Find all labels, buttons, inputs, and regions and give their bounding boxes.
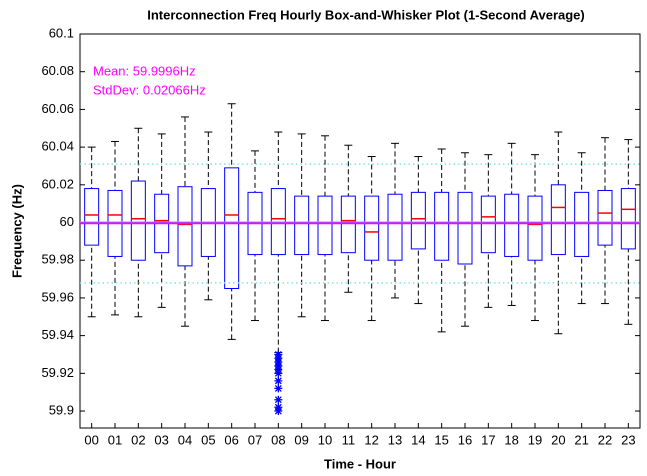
- y-tick-label: 60.04: [41, 139, 74, 154]
- x-tick-label: 15: [434, 432, 448, 447]
- box: [620, 188, 636, 250]
- y-tick-label: 60.06: [41, 101, 74, 116]
- annotation: StdDev: 0.02066Hz: [93, 82, 206, 97]
- x-tick-label: 16: [458, 432, 472, 447]
- x-axis-label: Time - Hour: [324, 456, 396, 471]
- box: [550, 184, 566, 256]
- box: [434, 191, 450, 261]
- box: [224, 167, 240, 289]
- x-tick-label: 09: [294, 432, 308, 447]
- x-tick-label: 00: [84, 432, 98, 447]
- box: [597, 189, 613, 246]
- box: [504, 193, 520, 257]
- x-tick-label: 03: [154, 432, 168, 447]
- plot-area: [79, 33, 641, 429]
- x-tick-label: 06: [224, 432, 238, 447]
- x-tick-label: 01: [108, 432, 122, 447]
- box: [527, 195, 543, 261]
- box: [410, 191, 426, 250]
- y-tick-label: 60.02: [41, 176, 74, 191]
- x-tick-label: 19: [528, 432, 542, 447]
- outlier: [274, 369, 283, 378]
- y-tick-label: 60.1: [49, 25, 74, 40]
- box: [317, 195, 333, 256]
- x-tick-label: 14: [411, 432, 425, 447]
- box: [294, 195, 310, 256]
- x-tick-label: 10: [318, 432, 332, 447]
- box: [364, 195, 380, 261]
- x-tick-label: 07: [248, 432, 262, 447]
- y-tick-label: 59.9: [49, 402, 74, 417]
- chart-title: Interconnection Freq Hourly Box-and-Whis…: [147, 7, 585, 22]
- x-tick-label: 17: [481, 432, 495, 447]
- x-tick-label: 02: [131, 432, 145, 447]
- outlier: [274, 384, 283, 393]
- outlier: [274, 407, 283, 416]
- x-tick-label: 11: [342, 432, 356, 447]
- outlier: [274, 376, 283, 385]
- outlier: [274, 395, 283, 404]
- y-axis-label: Frequency (Hz): [9, 184, 24, 278]
- box: [387, 193, 403, 261]
- box: [457, 191, 473, 265]
- x-tick-label: 20: [551, 432, 565, 447]
- box: [480, 195, 496, 254]
- y-tick-label: 59.94: [41, 327, 74, 342]
- x-tick-label: 21: [574, 432, 588, 447]
- box: [177, 186, 193, 267]
- y-tick-label: 60.08: [41, 63, 74, 78]
- annotation: Mean: 59.9996Hz: [93, 63, 196, 78]
- x-tick-label: 08: [271, 432, 285, 447]
- y-tick-label: 59.96: [41, 289, 74, 304]
- x-tick-label: 05: [201, 432, 215, 447]
- x-tick-label: 23: [621, 432, 635, 447]
- y-tick-label: 60: [60, 214, 74, 229]
- x-tick-label: 18: [504, 432, 518, 447]
- x-tick-label: 22: [598, 432, 612, 447]
- box: [574, 191, 590, 257]
- y-tick-label: 59.92: [41, 365, 74, 380]
- x-tick-label: 13: [388, 432, 402, 447]
- box: [130, 180, 146, 261]
- y-tick-label: 59.98: [41, 252, 74, 267]
- box: [84, 188, 100, 246]
- box: [340, 195, 356, 254]
- x-tick-label: 12: [364, 432, 378, 447]
- x-tick-label: 04: [178, 432, 192, 447]
